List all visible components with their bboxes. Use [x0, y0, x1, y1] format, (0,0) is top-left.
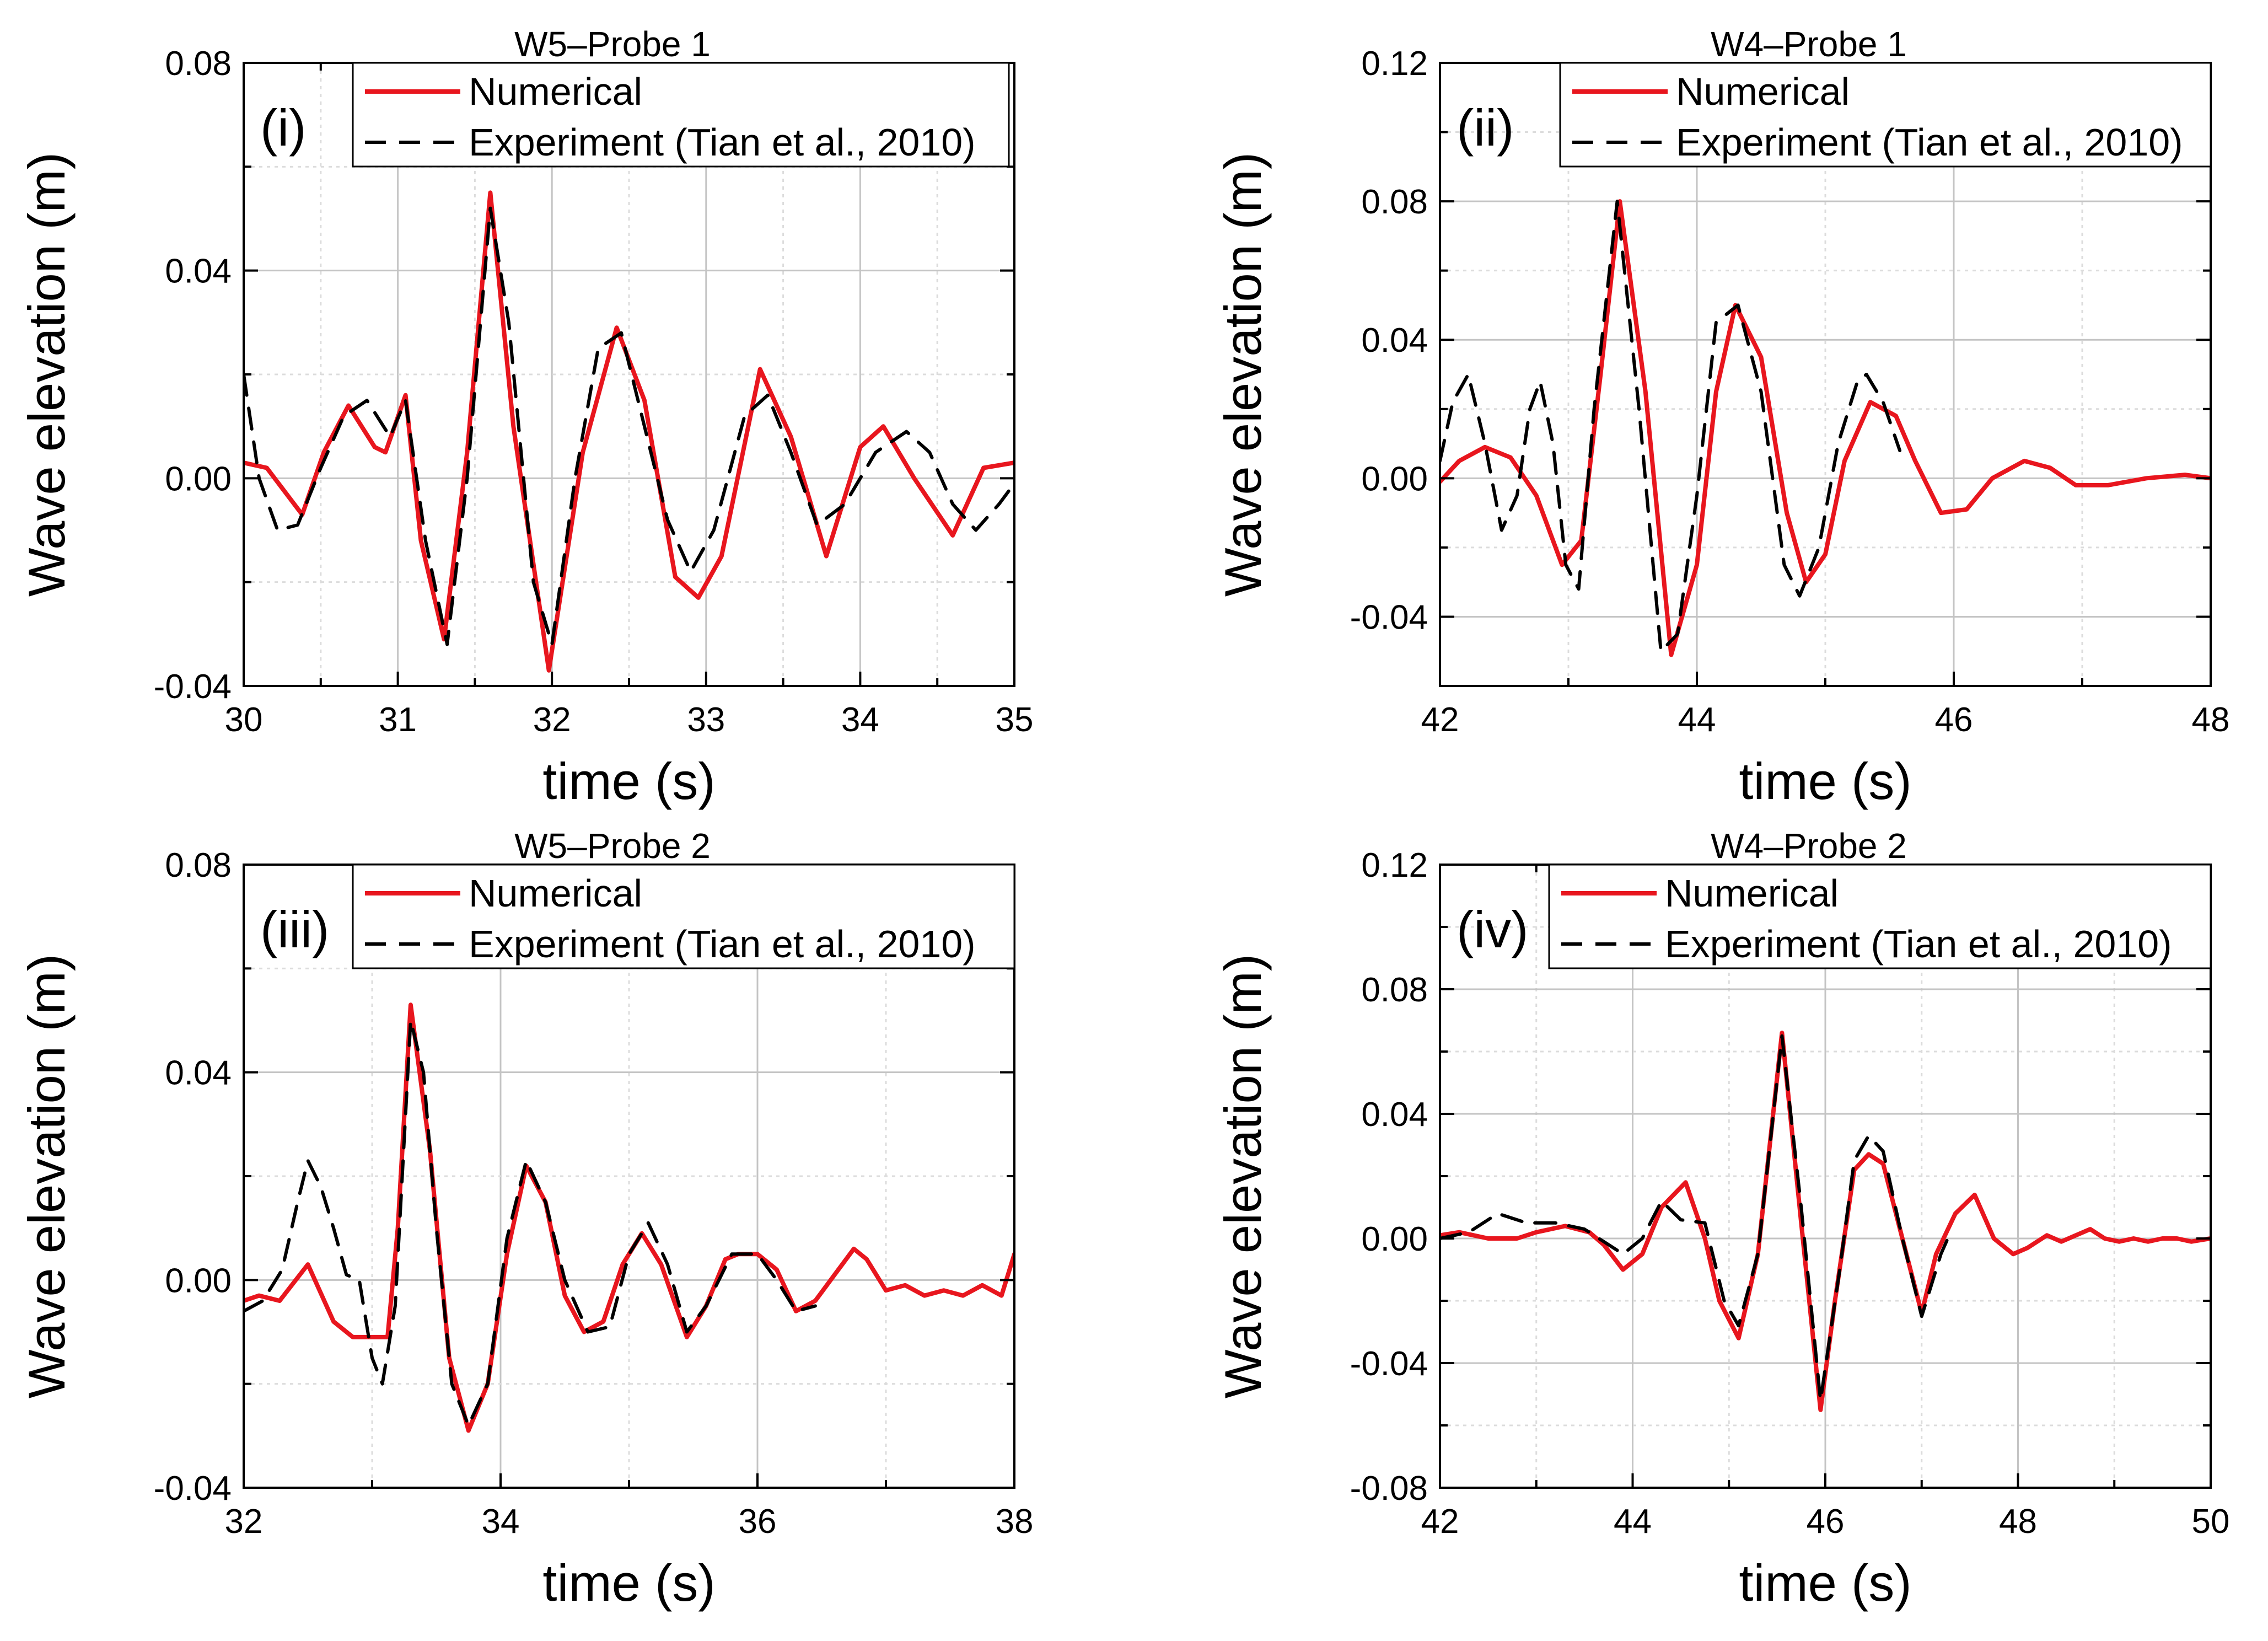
panel-title: W5–Probe 2: [514, 826, 711, 866]
y-tick-label: -0.04: [154, 668, 232, 706]
y-tick-label: 0.08: [165, 846, 232, 884]
y-tick-label: 0.12: [1361, 846, 1428, 884]
panel-title: W4–Probe 2: [1711, 826, 1907, 866]
legend-entry-label: Experiment (Tian et al., 2010): [1665, 923, 2172, 966]
x-tick-label: 46: [1935, 701, 1973, 739]
y-axis-title: Wave elevation (m): [18, 954, 76, 1398]
y-axis-title: Wave elevation (m): [1214, 954, 1272, 1398]
y-tick-label: -0.04: [1350, 598, 1428, 636]
legend-box: [1559, 62, 2212, 168]
legend: Numerical Experiment (Tian et al., 2010): [352, 864, 1015, 969]
x-tick-label: 32: [533, 701, 571, 739]
x-tick-label: 31: [379, 701, 417, 739]
legend-box: [352, 62, 1010, 168]
legend-entry-label: Numerical: [469, 872, 642, 915]
y-tick-label: -0.04: [154, 1470, 232, 1508]
chart-panel-4: 42 44 46 48 50 -0.08 -0.04 0.00 0.04 0.08 0.12 time…: [1214, 826, 2229, 1612]
numerical-series-line: [244, 190, 1014, 673]
y-tick-label: 0.00: [1361, 1220, 1428, 1258]
legend: Numerical Experiment (Tian et al., 2010): [1559, 62, 2212, 168]
y-tick-label: 0.00: [165, 460, 232, 498]
legend-entry-label: Numerical: [469, 70, 642, 113]
panel-label: (ii): [1457, 99, 1514, 157]
panel-label: (i): [260, 99, 307, 157]
legend-entry-label: Experiment (Tian et al., 2010): [469, 923, 976, 966]
experiment-series-line: [244, 206, 1014, 646]
experiment-series-line: [244, 1018, 817, 1427]
y-axis-title: Wave elevation (m): [18, 152, 76, 597]
y-tick-label: 0.04: [165, 1054, 232, 1092]
x-axis-title: time (s): [542, 1554, 715, 1612]
legend-box: [352, 864, 1015, 969]
y-tick-label: 0.08: [165, 45, 232, 83]
x-tick-label: 32: [225, 1503, 263, 1541]
chart-panel-3: 32 34 36 38 -0.04 0.00 0.04 0.08 time (s) Wave el…: [18, 826, 1033, 1612]
x-tick-label: 44: [1614, 1503, 1652, 1541]
numerical-series-line: [1440, 1031, 2211, 1412]
x-axis-title: time (s): [1739, 1554, 1911, 1612]
y-tick-label: 0.12: [1361, 45, 1428, 83]
legend-entry-label: Experiment (Tian et al., 2010): [469, 121, 976, 164]
x-tick-label: 44: [1678, 701, 1716, 739]
x-tick-label: 33: [687, 701, 725, 739]
y-tick-label: -0.08: [1350, 1470, 1428, 1508]
y-tick-label: 0.00: [165, 1262, 232, 1300]
panel-label: (iii): [260, 900, 329, 958]
x-tick-label: 42: [1421, 1503, 1459, 1541]
x-tick-label: 46: [1807, 1503, 1845, 1541]
x-tick-label: 42: [1421, 701, 1459, 739]
x-tick-label: 48: [1999, 1503, 2037, 1541]
legend-entry-label: Experiment (Tian et al., 2010): [1676, 121, 2183, 164]
x-tick-label: 34: [482, 1503, 520, 1541]
y-axis-title: Wave elevation (m): [1214, 152, 1272, 597]
y-tick-label: 0.04: [1361, 321, 1428, 360]
x-tick-label: 30: [225, 701, 263, 739]
x-tick-label: 38: [996, 1503, 1034, 1541]
y-tick-label: 0.00: [1361, 460, 1428, 498]
x-axis-title: time (s): [1739, 752, 1911, 810]
panel-title: W4–Probe 1: [1711, 24, 1907, 64]
x-axis-title: time (s): [542, 752, 715, 810]
x-tick-label: 36: [739, 1503, 777, 1541]
panel-label: (iv): [1457, 900, 1529, 958]
experiment-series-line: [1440, 1034, 1953, 1402]
chart-panel-1: 30 31 32 33 34 35 -0.04 0.00 0.04 0.08 time (s) Wav…: [18, 24, 1033, 810]
x-tick-label: 48: [2192, 701, 2230, 739]
legend-entry-label: Numerical: [1665, 872, 1839, 915]
y-tick-label: 0.08: [1361, 183, 1428, 221]
legend-box: [1548, 864, 2212, 969]
x-tick-label: 34: [841, 701, 879, 739]
experiment-series-line: [1440, 200, 1902, 653]
y-tick-label: 0.04: [165, 253, 232, 291]
chart-panel-2: 42 44 46 48 -0.04 0.00 0.04 0.08 0.12 time (s) Wav…: [1214, 24, 2229, 810]
x-tick-label: 35: [996, 701, 1034, 739]
y-tick-label: 0.08: [1361, 971, 1428, 1009]
x-tick-label: 50: [2192, 1503, 2230, 1541]
y-tick-label: -0.04: [1350, 1345, 1428, 1383]
y-tick-label: 0.04: [1361, 1096, 1428, 1134]
legend: Numerical Experiment (Tian et al., 2010): [1548, 864, 2212, 969]
legend: Numerical Experiment (Tian et al., 2010): [352, 62, 1010, 168]
panel-title: W5–Probe 1: [514, 24, 711, 64]
legend-entry-label: Numerical: [1676, 70, 1850, 113]
